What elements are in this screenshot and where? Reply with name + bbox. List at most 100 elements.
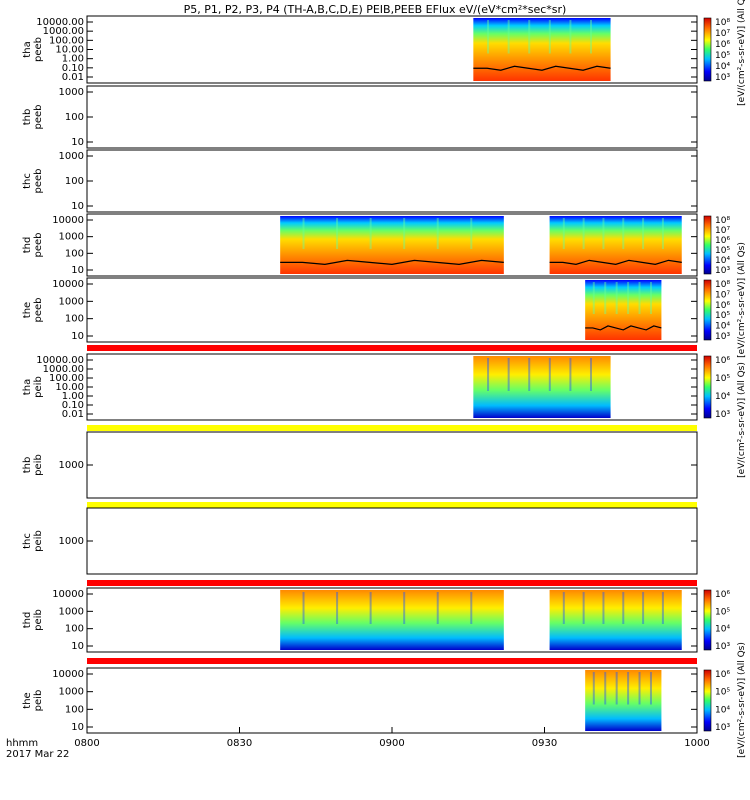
spectrogram-streak [403, 218, 406, 249]
spectrogram-streak [528, 358, 531, 391]
y-tick-label: 1000 [59, 687, 84, 698]
spectrogram-streak [487, 358, 490, 391]
colorbar-tick-label: 10⁶ [715, 236, 730, 246]
spectrogram-streak [592, 672, 595, 705]
separator-band [87, 345, 697, 351]
y-tick-label: 10000 [52, 669, 84, 680]
y-axis-label-product: peib [33, 454, 44, 476]
colorbar-tick-label: 10⁶ [715, 40, 730, 50]
spectrogram-streak [470, 592, 473, 624]
colorbar [703, 669, 712, 732]
spectrogram-streak [661, 218, 664, 249]
spectrogram-streak [548, 20, 551, 54]
separator-band [87, 658, 697, 664]
spectrogram-streak [302, 592, 305, 624]
y-axis-label-probe: thd [22, 237, 33, 254]
separator-band [87, 502, 697, 508]
panel-thb-peeb: 1000 100 10 thb peeb [22, 85, 698, 149]
colorbar-tick-label: 10⁶ [715, 301, 730, 311]
y-tick-label: 0.01 [62, 409, 84, 420]
y-axis-label-product: peeb [33, 105, 44, 130]
x-tick-label: 0830 [227, 738, 252, 749]
y-tick-label: 1.00 [62, 54, 84, 65]
y-axis-label-probe: the [22, 692, 33, 708]
colorbar-tick-label: 10⁸ [715, 280, 730, 290]
spectrogram-streak [582, 218, 585, 249]
colorbar-tick-label: 10⁵ [715, 688, 730, 698]
spectrogram-streak [336, 218, 339, 249]
spectrogram-streak [507, 20, 510, 54]
y-tick-label: 10000 [52, 589, 84, 600]
colorbar-tick-label: 10⁴ [715, 322, 730, 332]
spectrogram-streak [369, 218, 372, 249]
spectrogram-streak [548, 358, 551, 391]
y-tick-label: 10000.00 [36, 355, 84, 366]
colorbar-tick-label: 10³ [715, 73, 730, 83]
y-axis-label-probe: thd [22, 612, 33, 629]
y-tick-label: 1000 [59, 460, 84, 471]
spectrogram-streak [604, 282, 607, 314]
y-axis-label-product: peeb [33, 298, 44, 323]
y-axis-label-probe: thc [22, 533, 33, 549]
y-tick-label: 10 [71, 641, 84, 652]
y-axis-label-product: peeb [33, 233, 44, 258]
y-tick-label: 1000 [59, 232, 84, 243]
colorbar-tick-label: 10⁶ [715, 590, 730, 600]
spectrogram-streak [622, 592, 625, 624]
y-axis-label-probe: the [22, 302, 33, 318]
colorbar-tick-label: 10³ [715, 723, 730, 733]
spectrogram-streak [592, 282, 595, 314]
colorbar [703, 279, 712, 341]
panel-frame [86, 431, 698, 499]
y-tick-label: 1000.00 [43, 26, 84, 37]
spectrogram-streak [569, 358, 572, 391]
spectrogram-streak [602, 592, 605, 624]
panel-thd-peib: 10000 1000 100 10 thd peib 10⁶ 10⁵ 10⁴ 10³ [22, 587, 730, 653]
spectrogram-block [585, 670, 662, 731]
colorbar-tick-label: 10³ [715, 332, 730, 342]
y-tick-label: 1000 [59, 87, 84, 98]
y-tick-label: 10 [71, 265, 84, 276]
colorbar-tick-label: 10⁸ [715, 18, 730, 28]
spectrogram-streak [436, 592, 439, 624]
spectrogram-block [280, 590, 504, 650]
y-axis-label-product: peib [33, 609, 44, 631]
colorbar-tick-label: 10³ [715, 266, 730, 276]
y-axis-label-probe: thb [22, 457, 33, 474]
y-tick-label: 100 [65, 314, 84, 325]
y-axis-label-product: peib [33, 690, 44, 712]
spectrogram-streak [589, 20, 592, 54]
x-axis-date: 2017 Mar 22 [6, 749, 69, 760]
y-tick-label: 10 [71, 201, 84, 212]
colorbar-tick-label: 10⁴ [715, 625, 730, 635]
y-axis-label-probe: tha [22, 41, 33, 57]
spectrogram-streak [638, 282, 641, 314]
spectrogram-streak [622, 218, 625, 249]
y-axis-label-probe: thc [22, 173, 33, 189]
figure-title: P5, P1, P2, P3, P4 (TH-A,B,C,D,E) PEIB,P… [184, 3, 567, 16]
colorbar-tick-label: 10⁵ [715, 311, 730, 321]
spectrogram-streak [642, 592, 645, 624]
x-tick-label: 1000 [684, 738, 709, 749]
spectrogram-streak [627, 282, 630, 314]
spectrogram-streak [661, 592, 664, 624]
spectrogram-streak [507, 358, 510, 391]
y-tick-label: 0.01 [62, 72, 84, 83]
spectrogram-streak [436, 218, 439, 249]
spectrogram-streak [602, 218, 605, 249]
y-axis-label-product: peeb [33, 37, 44, 62]
colorbar [703, 215, 712, 275]
spectrogram-streak [569, 20, 572, 54]
y-axis-label-product: peib [33, 530, 44, 552]
y-tick-label: 100 [65, 704, 84, 715]
panel-frame [86, 85, 698, 149]
y-tick-label: 1000 [59, 606, 84, 617]
y-tick-label: 1.00 [62, 391, 84, 402]
y-tick-label: 0.10 [62, 400, 84, 411]
colorbar-units-label: [eV/(cm²-s-sr-eV)] (All Qs) [737, 362, 747, 478]
spectrogram-streak [649, 672, 652, 705]
y-tick-label: 10000 [52, 279, 84, 290]
